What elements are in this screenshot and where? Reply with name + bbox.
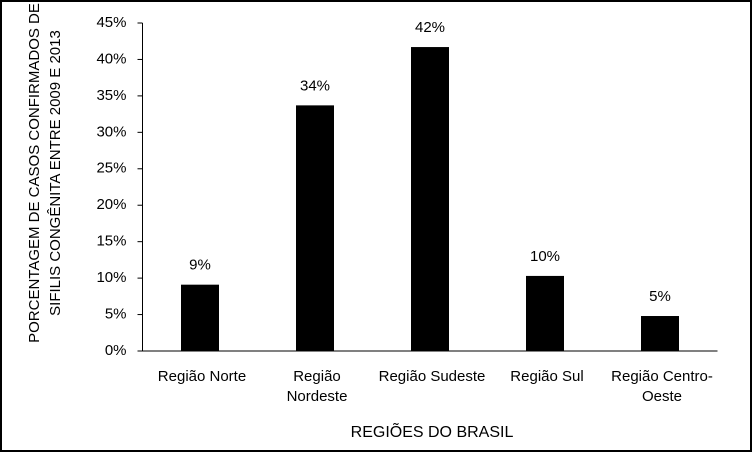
y-tick-label: 30% — [96, 123, 126, 140]
x-tick-label: Região Centro-Oeste — [611, 368, 713, 405]
x-tick-label: Região Sul — [510, 368, 584, 385]
data-label: 42% — [415, 19, 445, 36]
bar — [296, 105, 334, 351]
data-label: 9% — [189, 257, 211, 274]
data-label: 10% — [530, 248, 560, 265]
x-axis-title: REGIÕES DO BRASIL — [350, 424, 514, 441]
y-tick-label: 0% — [105, 342, 127, 359]
bar — [526, 275, 564, 351]
y-tick-label: 25% — [96, 160, 126, 177]
x-tick-label: Região Sudeste — [378, 368, 486, 385]
bar — [641, 316, 679, 351]
x-tick-label: Região Norte — [157, 368, 247, 385]
y-tick-label: 20% — [96, 196, 126, 213]
x-tick-label: Região Nordeste — [286, 368, 348, 405]
y-tick-label: 10% — [96, 269, 126, 286]
data-label: 34% — [300, 77, 330, 94]
y-tick-label: 45% — [96, 14, 126, 31]
y-axis-title: PORCENTAGEM DE CASOS CONFIRMADOS DE SIFI… — [26, 3, 64, 343]
data-label: 5% — [649, 288, 671, 305]
bar — [181, 284, 219, 351]
y-tick-label: 35% — [96, 87, 126, 104]
y-tick-label: 15% — [96, 233, 126, 250]
y-tick-label: 40% — [96, 50, 126, 67]
y-tick-label: 5% — [105, 306, 127, 323]
bar — [411, 47, 449, 351]
